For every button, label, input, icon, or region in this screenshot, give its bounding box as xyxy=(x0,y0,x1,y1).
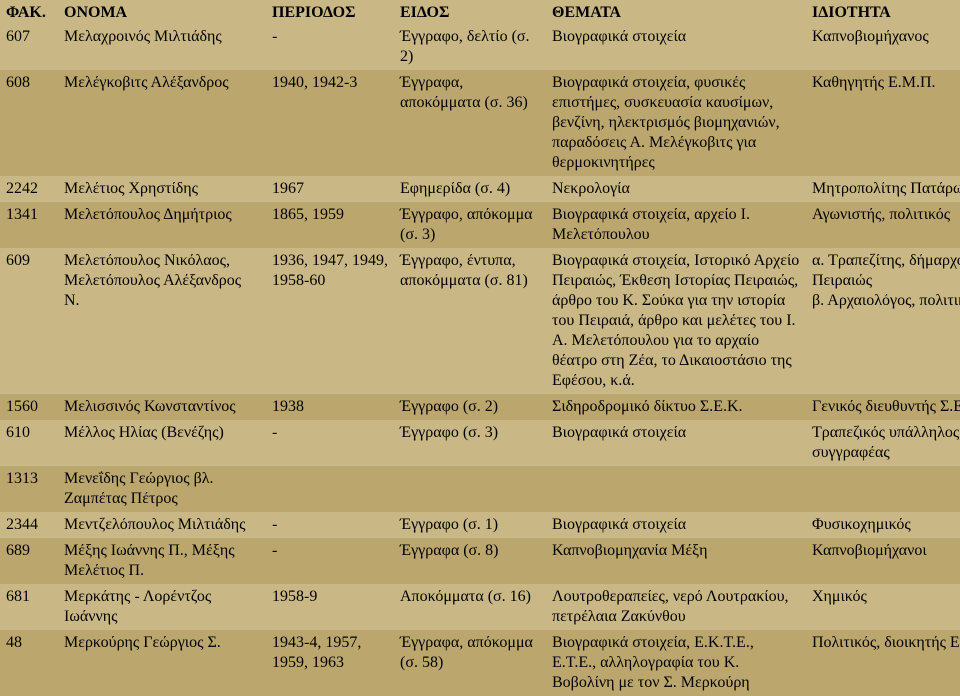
cell-idiotita: Τραπεζικός υπάλληλος, συγγραφέας xyxy=(806,420,960,466)
cell-onoma: Μελισσινός Κωνσταντίνος xyxy=(58,394,266,420)
cell-eidos: Έγγραφο (σ. 2) xyxy=(394,394,546,420)
cell-eidos: Έγγραφα, απόκομμα (σ. 58) xyxy=(394,630,546,696)
cell-periods: 1936, 1947, 1949, 1958-60 xyxy=(266,248,394,394)
document-page: ΦΑΚ. ΟΝΟΜΑ ΠΕΡΙΟΔΟΣ ΕΙΔΟΣ ΘΕΜΑΤΑ ΙΔΙΟΤΗΤ… xyxy=(0,0,960,696)
cell-idiotita: Καπνοβιομήχανος xyxy=(806,24,960,70)
cell-eidos: Έγγραφο, δελτίο (σ. 2) xyxy=(394,24,546,70)
cell-periods: - xyxy=(266,538,394,584)
cell-themata: Λουτροθεραπείες, νερό Λουτρακίου, πετρέλ… xyxy=(546,584,806,630)
cell-themata: Σιδηροδρομικό δίκτυο Σ.Ε.Κ. xyxy=(546,394,806,420)
table-row: 2344Μεντζελόπουλος Μιλτιάδης-Έγγραφο (σ.… xyxy=(0,512,960,538)
cell-themata: Καπνοβιομηχανία Μέξη xyxy=(546,538,806,584)
cell-periods: - xyxy=(266,24,394,70)
cell-idiotita: Γενικός διευθυντής Σ.Ε.Κ. xyxy=(806,394,960,420)
cell-themata xyxy=(546,466,806,512)
cell-themata: Νεκρολογία xyxy=(546,176,806,202)
cell-fak: 1341 xyxy=(0,202,58,248)
cell-fak: 609 xyxy=(0,248,58,394)
data-table: ΦΑΚ. ΟΝΟΜΑ ΠΕΡΙΟΔΟΣ ΕΙΔΟΣ ΘΕΜΑΤΑ ΙΔΙΟΤΗΤ… xyxy=(0,0,960,696)
cell-eidos: Έγγραφα (σ. 8) xyxy=(394,538,546,584)
table-row: 1313Μενεΐδης Γεώργιος βλ. Ζαμπέτας Πέτρο… xyxy=(0,466,960,512)
table-row: 608Μελέγκοβιτς Αλέξανδρος1940, 1942-3Έγγ… xyxy=(0,70,960,176)
table-row: 609Μελετόπουλος Νικόλαος, Μελετόπουλος Α… xyxy=(0,248,960,394)
cell-periods: 1958-9 xyxy=(266,584,394,630)
cell-idiotita: Φυσικοχημικός xyxy=(806,512,960,538)
cell-eidos: Έγγραφο (σ. 3) xyxy=(394,420,546,466)
cell-periods: 1938 xyxy=(266,394,394,420)
cell-onoma: Μερκάτης - Λορέντζος Ιωάννης xyxy=(58,584,266,630)
cell-onoma: Μελέτιος Χρηστίδης xyxy=(58,176,266,202)
header-themata: ΘΕΜΑΤΑ xyxy=(546,0,806,24)
cell-idiotita: Πολιτικός, διοικητής Ε.Τ.Ε. xyxy=(806,630,960,696)
cell-onoma: Μέλλος Ηλίας (Βενέζης) xyxy=(58,420,266,466)
table-row: 48Μερκούρης Γεώργιος Σ.1943-4, 1957, 195… xyxy=(0,630,960,696)
cell-onoma: Μεντζελόπουλος Μιλτιάδης xyxy=(58,512,266,538)
table-row: 1560Μελισσινός Κωνσταντίνος1938Έγγραφο (… xyxy=(0,394,960,420)
cell-fak: 1560 xyxy=(0,394,58,420)
cell-onoma: Μελετόπουλος Δημήτριος xyxy=(58,202,266,248)
cell-onoma: Μελαχροινός Μιλτιάδης xyxy=(58,24,266,70)
table-row: 689Μέξης Ιωάννης Π., Μέξης Μελέτιος Π.-Έ… xyxy=(0,538,960,584)
cell-themata: Βιογραφικά στοιχεία xyxy=(546,512,806,538)
cell-fak: 607 xyxy=(0,24,58,70)
cell-onoma: Μενεΐδης Γεώργιος βλ. Ζαμπέτας Πέτρος xyxy=(58,466,266,512)
cell-eidos: Αποκόμματα (σ. 16) xyxy=(394,584,546,630)
cell-onoma: Μελέγκοβιτς Αλέξανδρος xyxy=(58,70,266,176)
cell-idiotita: Αγωνιστής, πολιτικός xyxy=(806,202,960,248)
cell-idiotita: Καπνοβιομήχανοι xyxy=(806,538,960,584)
cell-eidos: Έγγραφα, αποκόμματα (σ. 36) xyxy=(394,70,546,176)
cell-themata: Βιογραφικά στοιχεία, Ε.Κ.Τ.Ε., Ε.Τ.Ε., α… xyxy=(546,630,806,696)
header-eidos: ΕΙΔΟΣ xyxy=(394,0,546,24)
cell-idiotita xyxy=(806,466,960,512)
cell-fak: 689 xyxy=(0,538,58,584)
cell-onoma: Μερκούρης Γεώργιος Σ. xyxy=(58,630,266,696)
cell-fak: 681 xyxy=(0,584,58,630)
cell-idiotita: Μητροπολίτης Πατάρων xyxy=(806,176,960,202)
cell-idiotita: Χημικός xyxy=(806,584,960,630)
table-row: 681Μερκάτης - Λορέντζος Ιωάννης1958-9Απο… xyxy=(0,584,960,630)
cell-idiotita: Καθηγητής Ε.Μ.Π. xyxy=(806,70,960,176)
cell-periods: - xyxy=(266,512,394,538)
cell-themata: Βιογραφικά στοιχεία xyxy=(546,24,806,70)
cell-periods: 1943-4, 1957, 1959, 1963 xyxy=(266,630,394,696)
cell-onoma: Μελετόπουλος Νικόλαος, Μελετόπουλος Αλέξ… xyxy=(58,248,266,394)
cell-fak: 2242 xyxy=(0,176,58,202)
cell-themata: Βιογραφικά στοιχεία xyxy=(546,420,806,466)
cell-periods: 1865, 1959 xyxy=(266,202,394,248)
cell-eidos xyxy=(394,466,546,512)
cell-periods: 1940, 1942-3 xyxy=(266,70,394,176)
cell-fak: 610 xyxy=(0,420,58,466)
cell-themata: Βιογραφικά στοιχεία, Ιστορικό Αρχείο Πει… xyxy=(546,248,806,394)
cell-eidos: Εφημερίδα (σ. 4) xyxy=(394,176,546,202)
cell-onoma: Μέξης Ιωάννης Π., Μέξης Μελέτιος Π. xyxy=(58,538,266,584)
cell-fak: 1313 xyxy=(0,466,58,512)
cell-fak: 2344 xyxy=(0,512,58,538)
cell-themata: Βιογραφικά στοιχεία, φυσικές επιστήμες, … xyxy=(546,70,806,176)
header-idiotita: ΙΔΙΟΤΗΤΑ xyxy=(806,0,960,24)
table-row: 610Μέλλος Ηλίας (Βενέζης)-Έγγραφο (σ. 3)… xyxy=(0,420,960,466)
cell-eidos: Έγγραφο, απόκομμα (σ. 3) xyxy=(394,202,546,248)
cell-eidos: Έγγραφο (σ. 1) xyxy=(394,512,546,538)
cell-fak: 608 xyxy=(0,70,58,176)
cell-eidos: Έγγραφο, έντυπα, αποκόμματα (σ. 81) xyxy=(394,248,546,394)
header-onoma: ΟΝΟΜΑ xyxy=(58,0,266,24)
header-fak: ΦΑΚ. xyxy=(0,0,58,24)
cell-periods: 1967 xyxy=(266,176,394,202)
cell-idiotita: α. Τραπεζίτης, δήμαρχος Πειραιώςβ. Αρχαι… xyxy=(806,248,960,394)
table-row: 607Μελαχροινός Μιλτιάδης-Έγγραφο, δελτίο… xyxy=(0,24,960,70)
cell-themata: Βιογραφικά στοιχεία, αρχείο Ι. Μελετόπου… xyxy=(546,202,806,248)
header-periods: ΠΕΡΙΟΔΟΣ xyxy=(266,0,394,24)
cell-periods: - xyxy=(266,420,394,466)
table-body: 607Μελαχροινός Μιλτιάδης-Έγγραφο, δελτίο… xyxy=(0,24,960,696)
table-row: 1341Μελετόπουλος Δημήτριος1865, 1959Έγγρ… xyxy=(0,202,960,248)
cell-fak: 48 xyxy=(0,630,58,696)
cell-periods xyxy=(266,466,394,512)
table-header-row: ΦΑΚ. ΟΝΟΜΑ ΠΕΡΙΟΔΟΣ ΕΙΔΟΣ ΘΕΜΑΤΑ ΙΔΙΟΤΗΤ… xyxy=(0,0,960,24)
table-row: 2242Μελέτιος Χρηστίδης1967Εφημερίδα (σ. … xyxy=(0,176,960,202)
